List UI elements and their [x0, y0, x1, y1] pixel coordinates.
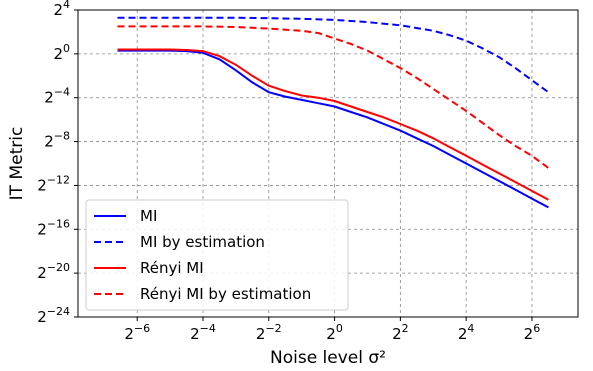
- legend-label: Rényi MI: [140, 259, 204, 277]
- y-tick-label: 2−8: [44, 130, 70, 151]
- x-tick-label: 2−2: [256, 322, 282, 343]
- y-tick-label: 2−24: [37, 305, 70, 326]
- legend-label: Rényi MI by estimation: [140, 285, 311, 303]
- series-line-1: [117, 16, 549, 94]
- legend: MI MI by estimation Rényi MI Rényi MI by es…: [85, 199, 349, 311]
- y-axis-label: IT Metric: [7, 127, 27, 201]
- plot-frame: [77, 9, 579, 318]
- x-axis-label: Noise level σ²: [270, 348, 386, 368]
- y-tick-label: 2−16: [37, 217, 70, 238]
- ticks: 2−6 2−4 2−2 20 22 24 26 24 20 2−4 2−8 2−12 2−16 2−20 2…: [37, 0, 540, 343]
- y-tick-label: 2−20: [37, 261, 70, 282]
- x-tick-label: 2−4: [190, 322, 216, 343]
- legend-box: [85, 199, 349, 311]
- series-line-2: [117, 48, 549, 201]
- x-tick-label: 26: [524, 322, 541, 343]
- legend-label: MI by estimation: [140, 233, 265, 251]
- y-tick-label: 2−12: [37, 173, 70, 194]
- legend-label: MI: [140, 207, 157, 225]
- series-line-3: [117, 25, 549, 169]
- x-tick-label: 24: [458, 322, 475, 343]
- x-tick-label: 20: [326, 322, 343, 343]
- x-tick-label: 2−6: [124, 322, 150, 343]
- x-tick-label: 22: [392, 322, 409, 343]
- series-line-0: [117, 49, 549, 209]
- series-layer: [117, 16, 549, 209]
- y-tick-label: 20: [53, 42, 70, 63]
- y-tick-label: 24: [53, 0, 70, 19]
- y-tick-label: 2−4: [44, 86, 70, 107]
